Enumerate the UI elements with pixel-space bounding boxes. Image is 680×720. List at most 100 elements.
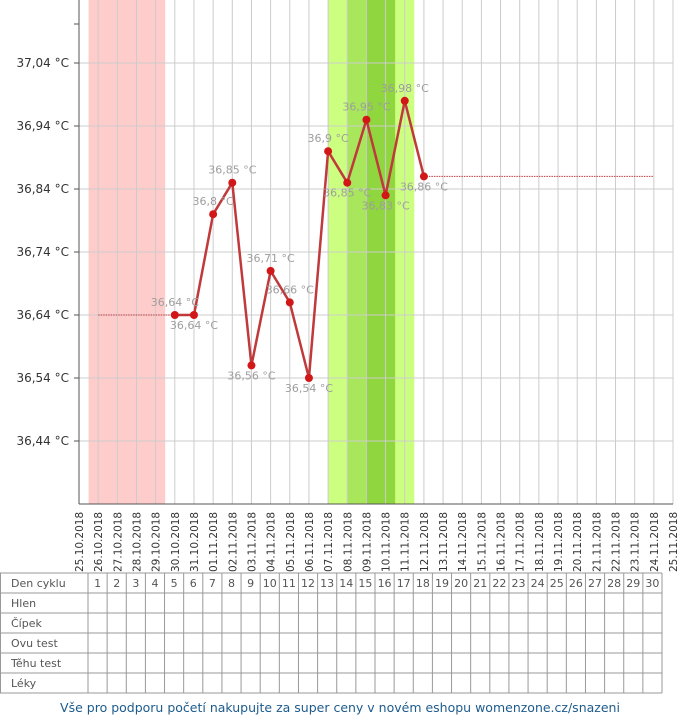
y-tick-label: 36,74 °C <box>16 245 69 259</box>
x-tick-label: 21.11.2018 <box>591 512 603 572</box>
x-tick-label: 01.11.2018 <box>208 512 220 572</box>
data-point <box>228 178 237 187</box>
x-tick-label: 25.11.2018 <box>668 512 680 572</box>
cycle-day-number: 11 <box>282 577 296 590</box>
x-tick-label: 03.11.2018 <box>246 512 258 572</box>
x-tick-label: 25.10.2018 <box>74 512 86 572</box>
table-row-label: Čípek <box>11 617 42 630</box>
y-tick-label: 36,54 °C <box>16 371 69 385</box>
data-point <box>343 178 352 187</box>
data-point <box>209 210 218 219</box>
table-row-label: Ovu test <box>11 637 58 650</box>
y-axis-labels: 36,44 °C 36,54 °C 36,64 °C 36,74 °C 36,84 °C… <box>16 56 69 448</box>
cycle-day-number: 6 <box>190 577 197 590</box>
x-tick-label: 13.11.2018 <box>438 512 450 572</box>
data-point <box>285 298 294 307</box>
table-row-label: Léky <box>11 677 37 690</box>
cycle-day-number: 21 <box>473 577 487 590</box>
table-row-label: Den cyklu <box>11 577 66 590</box>
cycle-day-number: 8 <box>228 577 235 590</box>
data-point <box>266 266 275 275</box>
table-row-label: Hlen <box>11 597 36 610</box>
point-label: 36,54 °C <box>285 382 333 395</box>
point-label: 36,95 °C <box>342 101 390 114</box>
point-label: 36,85 °C <box>208 164 256 177</box>
x-tick-label: 15.11.2018 <box>476 512 488 572</box>
x-tick-label: 31.10.2018 <box>189 512 201 572</box>
x-tick-label: 07.11.2018 <box>323 512 335 572</box>
data-point <box>381 191 390 200</box>
x-tick-label: 26.10.2018 <box>93 512 105 572</box>
cycle-day-number: 20 <box>454 577 468 590</box>
data-point <box>170 311 179 319</box>
x-tick-label: 20.11.2018 <box>572 512 584 572</box>
x-tick-label: 16.11.2018 <box>496 512 508 572</box>
point-label: 36,83 °C <box>361 199 409 212</box>
x-tick-label: 29.10.2018 <box>151 512 163 572</box>
cycle-day-number: 18 <box>416 577 430 590</box>
cycle-day-number: 24 <box>531 577 545 590</box>
cycle-day-number: 16 <box>378 577 392 590</box>
data-point <box>400 96 409 105</box>
x-tick-label: 22.11.2018 <box>611 512 623 572</box>
cycle-day-number: 2 <box>113 577 120 590</box>
point-label: 36,8 °C <box>193 195 234 208</box>
cycle-day-number: 17 <box>397 577 411 590</box>
x-tick-label: 28.10.2018 <box>131 512 143 572</box>
x-tick-label: 14.11.2018 <box>457 512 469 572</box>
footer-link[interactable]: Vše pro podporu početí nakupujte za supe… <box>60 700 620 715</box>
x-tick-label: 11.11.2018 <box>400 512 412 572</box>
x-tick-label: 05.11.2018 <box>285 512 297 572</box>
y-tick-label: 36,44 °C <box>16 434 69 448</box>
cycle-day-number: 26 <box>569 577 583 590</box>
x-tick-label: 08.11.2018 <box>342 512 354 572</box>
x-axis-labels: 25.10.2018 26.10.2018 27.10.2018 28.10.2018… <box>74 512 680 572</box>
x-tick-label: 10.11.2018 <box>381 512 393 572</box>
cycle-day-number: 15 <box>358 577 372 590</box>
data-point <box>247 361 256 370</box>
point-label: 36,71 °C <box>247 252 295 265</box>
cycle-day-number: 22 <box>492 577 506 590</box>
x-tick-label: 02.11.2018 <box>227 512 239 572</box>
point-label: 36,85 °C <box>323 187 371 200</box>
cycle-day-number: 4 <box>151 577 158 590</box>
data-point <box>304 374 313 382</box>
cycle-day-number: 10 <box>263 577 277 590</box>
y-tick-label: 36,94 °C <box>16 119 69 133</box>
x-tick-label: 12.11.2018 <box>419 512 431 572</box>
temperature-chart: 36,44 °C 36,54 °C 36,64 °C 36,74 °C 36,84 °C… <box>0 0 680 694</box>
cycle-day-number: 29 <box>626 577 640 590</box>
point-label: 36,98 °C <box>381 82 429 95</box>
cycle-day-number: 5 <box>171 577 178 590</box>
x-tick-label: 19.11.2018 <box>553 512 565 572</box>
cycle-day-number: 14 <box>339 577 353 590</box>
point-label: 36,64 °C <box>170 319 218 332</box>
x-tick-label: 30.10.2018 <box>170 512 182 572</box>
cycle-day-number: 25 <box>550 577 564 590</box>
point-label: 36,86 °C <box>400 180 448 193</box>
x-tick-label: 04.11.2018 <box>266 512 278 572</box>
cycle-day-number: 23 <box>512 577 526 590</box>
cycle-day-number: 30 <box>645 577 659 590</box>
point-label: 36,56 °C <box>227 369 275 382</box>
chart-axes <box>74 0 673 505</box>
y-tick-label: 36,84 °C <box>16 182 69 196</box>
cycle-day-number: 13 <box>320 577 334 590</box>
data-point <box>189 311 198 319</box>
x-tick-label: 17.11.2018 <box>515 512 527 572</box>
point-label: 36,66 °C <box>266 283 314 296</box>
x-tick-label: 06.11.2018 <box>304 512 316 572</box>
cycle-day-number: 27 <box>588 577 602 590</box>
cycle-day-number: 19 <box>435 577 449 590</box>
data-point <box>324 147 333 156</box>
y-tick-label: 36,64 °C <box>16 308 69 322</box>
series-line <box>174 99 426 380</box>
x-tick-label: 09.11.2018 <box>361 512 373 572</box>
point-label: 36,64 °C <box>151 296 199 309</box>
temperature-series <box>170 96 428 382</box>
x-tick-label: 23.11.2018 <box>630 512 642 572</box>
reference-lines <box>98 175 654 316</box>
cycle-day-number: 12 <box>301 577 315 590</box>
cycle-table: Den cyklu Hlen Čípek Ovu test Těhu test Léky 1… <box>0 572 663 694</box>
cycle-day-number: 7 <box>209 577 216 590</box>
